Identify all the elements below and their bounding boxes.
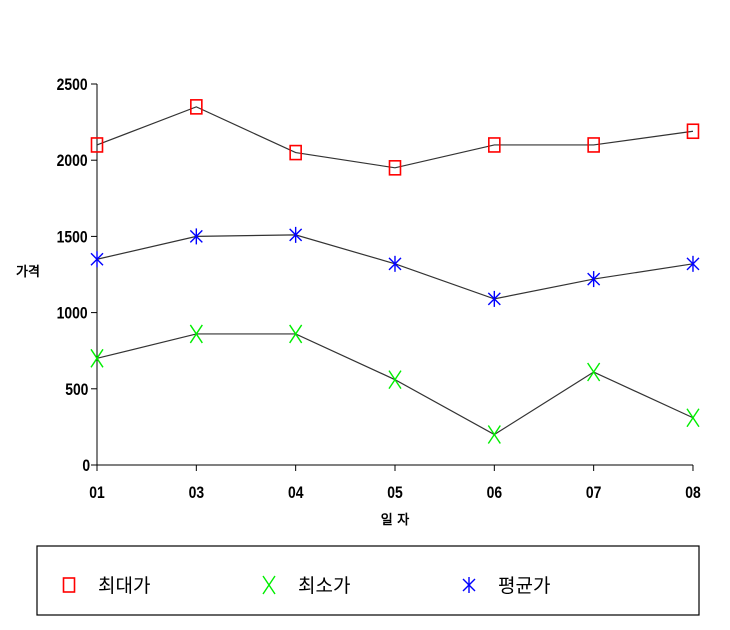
x-tick-label: 04: [288, 484, 304, 503]
data-point: [487, 425, 501, 444]
x-axis-title: 일 자: [381, 513, 409, 528]
data-point: [189, 324, 203, 344]
data-point: [289, 226, 303, 243]
legend-marker: [262, 575, 276, 595]
x-tick-label: 08: [685, 484, 701, 503]
data-point: [388, 160, 402, 176]
data-point: [388, 255, 402, 272]
legend-marker: [62, 577, 76, 593]
data-point: [686, 408, 700, 428]
legend-label: 평균가: [498, 575, 550, 597]
data-point: [587, 137, 600, 153]
y-axis-title: 가격: [16, 265, 40, 280]
legend: 최대가 최소가 평균가: [36, 545, 700, 616]
x-tick-label: 07: [586, 484, 601, 503]
y-tick-label: 0: [82, 457, 90, 476]
data-point: [587, 362, 601, 382]
data-point: [90, 348, 104, 368]
series-line-2: [96, 333, 694, 436]
data-point: [90, 137, 104, 153]
data-point: [289, 324, 303, 344]
data-point: [587, 271, 601, 288]
legend-marker: [462, 577, 476, 593]
series-line-1: [96, 106, 694, 169]
data-point: [90, 251, 104, 268]
data-point: [686, 123, 700, 140]
y-tick-label: 1000: [57, 304, 88, 323]
x-tick-label: 01: [89, 484, 105, 503]
data-point: [488, 137, 501, 153]
data-point: [189, 228, 203, 245]
data-point: [388, 370, 402, 390]
x-tick-label: 06: [487, 484, 503, 503]
y-tick-label: 1500: [57, 228, 88, 247]
x-tick-label: 05: [387, 484, 403, 503]
series-markers: [90, 99, 700, 444]
legend-label: 최대가: [98, 575, 150, 597]
legend-box: [36, 545, 700, 616]
y-tick-label: 2500: [57, 76, 88, 95]
data-point: [487, 290, 501, 307]
legend-label: 최소가: [298, 575, 350, 597]
data-point: [190, 99, 203, 115]
axes: 0 500 1000 1500 2000 2500 01 03 04 05 06 07 08: [57, 76, 701, 503]
x-tick-label: 03: [189, 484, 205, 503]
data-point: [289, 144, 302, 161]
y-tick-label: 500: [65, 381, 88, 400]
y-tick-label: 2000: [57, 152, 88, 171]
data-point: [686, 255, 700, 272]
